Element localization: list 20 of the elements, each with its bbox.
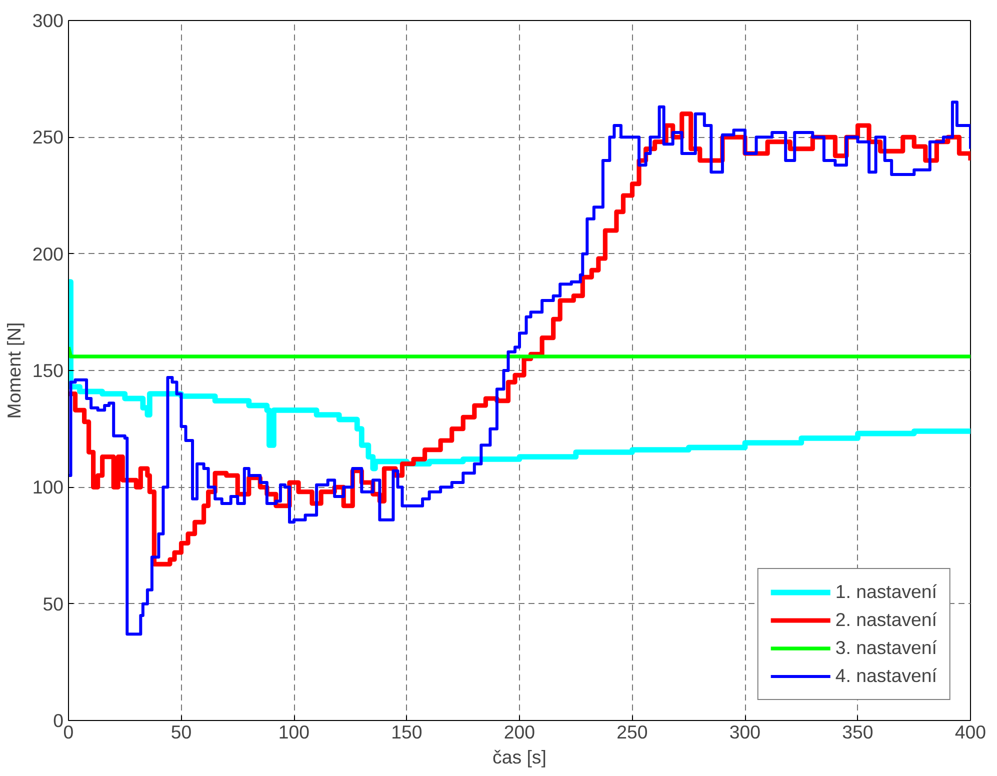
y-tick-label: 50 bbox=[42, 593, 64, 614]
x-axis-title: čas [s] bbox=[492, 746, 546, 768]
x-tick-label: 50 bbox=[170, 722, 192, 742]
x-tick-label: 300 bbox=[729, 722, 761, 742]
legend-label: 4. nastavení bbox=[835, 665, 937, 687]
legend-label: 3. nastavení bbox=[835, 637, 937, 659]
legend-label: 2. nastavení bbox=[835, 609, 937, 631]
x-tick-label: 100 bbox=[278, 722, 310, 742]
x-tick-label: 200 bbox=[504, 722, 536, 742]
y-tick-label: 150 bbox=[32, 360, 64, 381]
x-tick-label: 150 bbox=[391, 722, 422, 742]
x-tick-label: 400 bbox=[954, 722, 986, 742]
y-tick-label: 100 bbox=[32, 476, 64, 498]
x-tick-label: 350 bbox=[842, 722, 874, 742]
y-tick-label: 200 bbox=[32, 243, 64, 264]
x-tick-label: 250 bbox=[616, 722, 648, 742]
legend-label: 1. nastavení bbox=[835, 581, 937, 603]
y-axis-title: Moment [N] bbox=[3, 322, 24, 419]
y-tick-label: 300 bbox=[32, 10, 64, 31]
y-tick-label: 250 bbox=[32, 126, 64, 148]
